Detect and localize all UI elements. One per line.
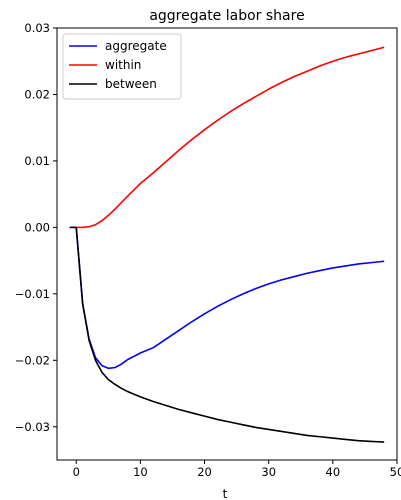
x-tick-label: 10 bbox=[133, 465, 148, 479]
y-tick-label: 0.01 bbox=[24, 154, 50, 168]
y-tick-label: −0.01 bbox=[15, 287, 50, 301]
legend-label-between: between bbox=[105, 77, 157, 91]
x-tick-label: 40 bbox=[326, 465, 341, 479]
series-line-within bbox=[69, 46, 385, 229]
x-axis-label: t bbox=[223, 487, 228, 500]
series-line-between bbox=[69, 226, 385, 443]
x-tick-label: 50 bbox=[390, 465, 401, 479]
y-axis: −0.03 −0.02 −0.01 0.00 0.01 0.02 0.03 bbox=[15, 21, 57, 434]
y-tick-label: 0.03 bbox=[24, 21, 50, 35]
x-tick-label: 30 bbox=[261, 465, 276, 479]
chart-title: aggregate labor share bbox=[149, 8, 304, 24]
legend-label-aggregate: aggregate bbox=[105, 39, 167, 53]
legend-box bbox=[62, 33, 182, 100]
y-tick-label: −0.02 bbox=[15, 353, 50, 367]
y-tick-label: 0.02 bbox=[24, 87, 50, 101]
x-tick-label: 20 bbox=[197, 465, 212, 479]
plot-series-group bbox=[69, 46, 385, 443]
plot-frame bbox=[56, 27, 398, 461]
x-axis: 0 10 20 30 40 50 bbox=[73, 460, 401, 479]
x-tick-label: 0 bbox=[73, 465, 80, 479]
legend: aggregate within between bbox=[62, 33, 182, 100]
series-line-aggregate bbox=[69, 226, 385, 370]
y-tick-label: 0.00 bbox=[24, 220, 50, 234]
legend-label-within: within bbox=[105, 58, 141, 72]
y-tick-label: −0.03 bbox=[15, 420, 50, 434]
